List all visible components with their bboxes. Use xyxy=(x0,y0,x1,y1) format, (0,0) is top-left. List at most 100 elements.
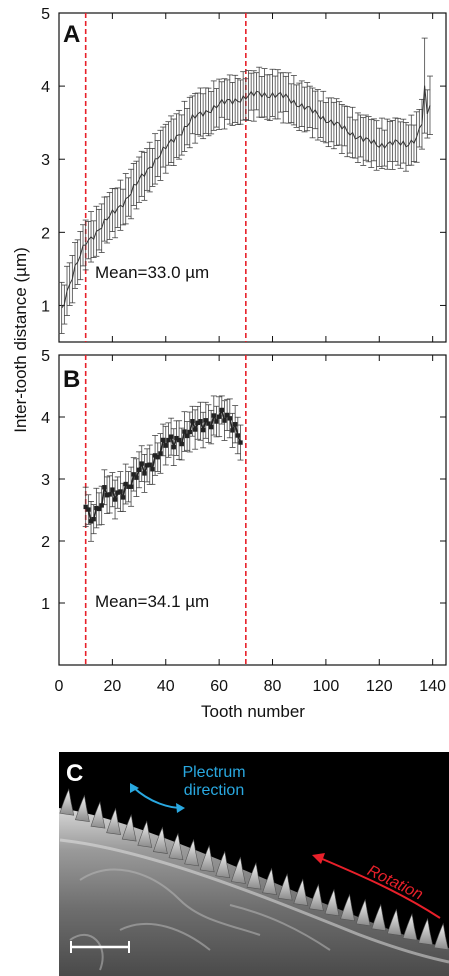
sem-tooth xyxy=(75,794,90,823)
y-tick-label: 4 xyxy=(41,79,50,96)
plectrum-arrow-tail-icon xyxy=(130,783,139,793)
y-tick-label: 5 xyxy=(41,348,50,365)
sem-tooth xyxy=(215,850,231,879)
data-point xyxy=(216,414,222,419)
panel-b-points xyxy=(83,407,243,524)
sem-tooth xyxy=(309,883,324,912)
data-point xyxy=(115,490,120,495)
sem-tooth xyxy=(199,844,215,873)
data-point xyxy=(214,419,219,424)
sem-tooth xyxy=(90,801,106,829)
panel-a-ytick-labels: 1 2 3 4 5 xyxy=(41,6,50,315)
y-tick-label: 3 xyxy=(41,152,50,169)
panel-b-xtick-labels: 0 20 40 60 80 100 120 140 xyxy=(55,678,447,695)
sem-tooth xyxy=(355,898,371,927)
data-point xyxy=(235,433,241,438)
panel-c-label: C xyxy=(66,760,83,787)
x-tick-label: 140 xyxy=(419,678,446,695)
data-point xyxy=(147,462,152,467)
data-point xyxy=(104,493,110,498)
rotation-arrow xyxy=(319,857,441,919)
sem-tooth xyxy=(59,788,75,816)
data-point xyxy=(158,451,163,456)
panel-b-frame xyxy=(58,354,447,666)
sem-tooth xyxy=(137,820,153,848)
x-tick-label: 120 xyxy=(366,678,393,695)
data-point xyxy=(227,416,233,421)
data-point xyxy=(206,421,211,426)
data-point xyxy=(232,422,238,427)
data-point xyxy=(155,455,160,460)
data-point xyxy=(150,467,155,472)
data-point xyxy=(86,507,91,512)
rotation-arrowhead-icon xyxy=(312,853,325,864)
data-point xyxy=(83,504,88,510)
sem-tooth xyxy=(121,814,137,842)
data-point xyxy=(118,489,123,494)
x-axis-label: Tooth number xyxy=(201,702,305,721)
x-tick-label: 100 xyxy=(313,678,340,695)
data-point xyxy=(230,428,235,433)
sem-tooth xyxy=(371,903,387,932)
data-point xyxy=(134,475,139,480)
data-point xyxy=(203,418,208,423)
sem-tooth xyxy=(153,826,168,854)
data-point xyxy=(184,433,190,439)
data-point xyxy=(168,434,174,439)
x-tick-label: 60 xyxy=(210,678,228,695)
panel-a-ticks xyxy=(58,12,446,342)
data-point xyxy=(136,467,142,473)
y-tick-label: 3 xyxy=(41,472,50,489)
y-tick-label: 2 xyxy=(41,225,50,242)
y-tick-label: 4 xyxy=(41,410,50,427)
panel-b-ytick-labels: 1 2 3 4 5 xyxy=(41,348,50,613)
y-tick-label: 1 xyxy=(41,298,50,315)
sem-surface-ridge xyxy=(59,838,449,964)
plectrum-label-line: Plectrum xyxy=(182,764,245,781)
data-point xyxy=(139,461,144,466)
data-point xyxy=(94,505,99,511)
data-point xyxy=(208,424,214,430)
data-point xyxy=(152,453,158,458)
sem-tooth xyxy=(340,893,355,922)
sem-surface-texture xyxy=(69,868,331,971)
data-point xyxy=(238,440,243,445)
data-point xyxy=(187,429,192,435)
panel-b-ticks xyxy=(58,354,446,665)
panel-b-label: B xyxy=(63,366,80,393)
sem-tooth xyxy=(418,917,433,946)
data-point xyxy=(120,495,126,500)
plectrum-direction-label: Plectrum direction xyxy=(182,764,245,799)
sem-tooth xyxy=(184,838,199,867)
sem-tooth xyxy=(324,888,340,917)
data-point xyxy=(176,437,182,443)
data-point xyxy=(171,444,176,450)
data-point xyxy=(224,412,230,418)
panel-a-mean-line xyxy=(61,85,431,309)
data-point xyxy=(128,484,134,489)
data-point xyxy=(91,516,96,522)
sem-tooth xyxy=(387,908,402,936)
y-tick-label: 1 xyxy=(41,596,50,613)
data-point xyxy=(166,437,171,443)
data-point xyxy=(222,418,227,423)
data-point xyxy=(144,463,150,468)
sem-tooth xyxy=(433,922,449,951)
data-point xyxy=(211,413,216,418)
sem-teeth xyxy=(59,788,449,951)
y-axis-label: Inter-tooth distance (µm) xyxy=(11,247,30,433)
panel-b: 1 2 3 4 5 0 20 40 60 80 100 120 140 B Mean=34.1 µm xyxy=(41,348,447,695)
data-point xyxy=(192,427,198,432)
data-point xyxy=(110,487,115,492)
data-point xyxy=(88,519,94,524)
sem-tooth xyxy=(106,807,121,836)
data-point xyxy=(174,435,179,441)
data-point xyxy=(190,419,195,424)
data-point xyxy=(142,471,147,476)
data-point xyxy=(126,484,131,489)
panel-a-label: A xyxy=(63,21,80,48)
y-tick-label: 5 xyxy=(41,6,50,23)
panel-a: 1 2 3 4 5 A Mean=33.0 µm xyxy=(41,6,447,343)
data-point xyxy=(200,427,206,433)
data-point xyxy=(131,472,136,477)
